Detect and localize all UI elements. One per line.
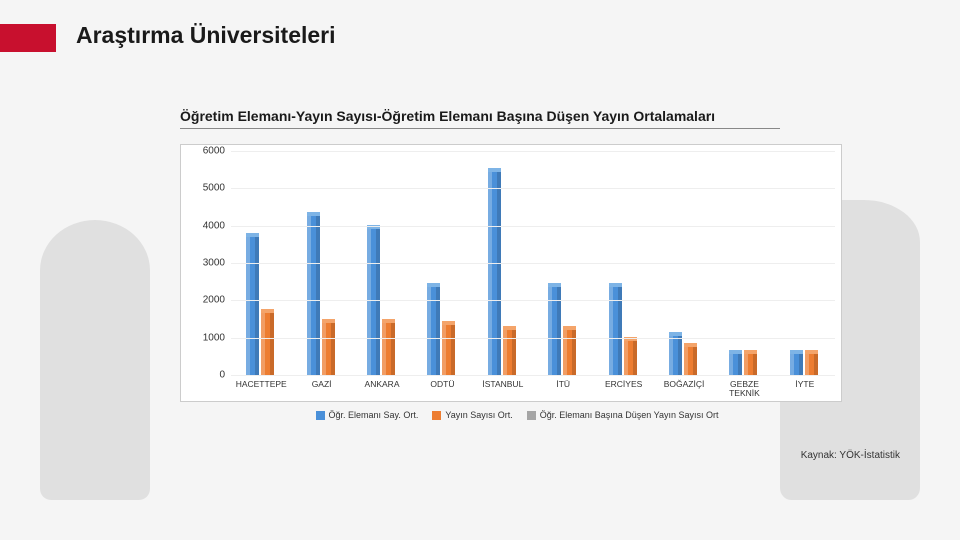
bar (382, 323, 395, 375)
gridline (231, 151, 835, 152)
bar-chart: 0 1000 2000 3000 4000 5000 6000 HACETTEPEGAZİA… (180, 144, 842, 402)
bar (322, 323, 335, 375)
bar (805, 354, 818, 375)
legend-swatch (432, 411, 441, 420)
legend-label: Öğr. Elemanı Say. Ort. (329, 410, 419, 420)
bar (744, 354, 757, 375)
x-axis-label: HACETTEPE (231, 377, 291, 399)
x-axis-label: ERCİYES (593, 377, 653, 399)
x-axis-label: BOĞAZİÇİ (654, 377, 714, 399)
gridline (231, 300, 835, 301)
x-axis-label: ODTÜ (412, 377, 472, 399)
x-axis-label: İTÜ (533, 377, 593, 399)
bar (488, 172, 501, 375)
x-axis-label: İSTANBUL (473, 377, 533, 399)
bar (246, 237, 259, 375)
legend-swatch (527, 411, 536, 420)
gridline (231, 263, 835, 264)
bar (442, 325, 455, 375)
y-axis-label: 5000 (185, 183, 225, 194)
bar (367, 229, 380, 375)
y-axis-label: 6000 (185, 146, 225, 157)
x-axis-label: ANKARA (352, 377, 412, 399)
bar (261, 313, 274, 375)
legend-label: Öğr. Elemanı Başına Düşen Yayın Sayısı O… (540, 410, 719, 420)
x-axis-label: İYTE (775, 377, 835, 399)
bar (790, 354, 803, 375)
y-axis-label: 0 (185, 370, 225, 381)
gridline (231, 188, 835, 189)
y-axis-label: 3000 (185, 258, 225, 269)
y-axis-label: 1000 (185, 332, 225, 343)
chart-legend: Öğr. Elemanı Say. Ort. Yayın Sayısı Ort. Ö… (180, 410, 840, 420)
bar (669, 336, 682, 375)
legend-swatch (316, 411, 325, 420)
gridline (231, 226, 835, 227)
bar (307, 216, 320, 375)
bar (729, 354, 742, 375)
x-axis-label: GEBZE TEKNİK (714, 377, 774, 399)
source-text: Kaynak: YÖK-İstatistik (801, 450, 900, 461)
x-axis-label: GAZİ (291, 377, 351, 399)
bar (624, 341, 637, 375)
page-title: Araştırma Üniversiteleri (76, 22, 336, 49)
chart-title: Öğretim Elemanı-Yayın Sayısı-Öğretim Ele… (180, 108, 780, 129)
y-axis-label: 2000 (185, 295, 225, 306)
gridline (231, 375, 835, 376)
gridline (231, 338, 835, 339)
legend-label: Yayın Sayısı Ort. (445, 410, 512, 420)
y-axis-label: 4000 (185, 220, 225, 231)
bar (684, 347, 697, 375)
accent-block (0, 24, 56, 52)
